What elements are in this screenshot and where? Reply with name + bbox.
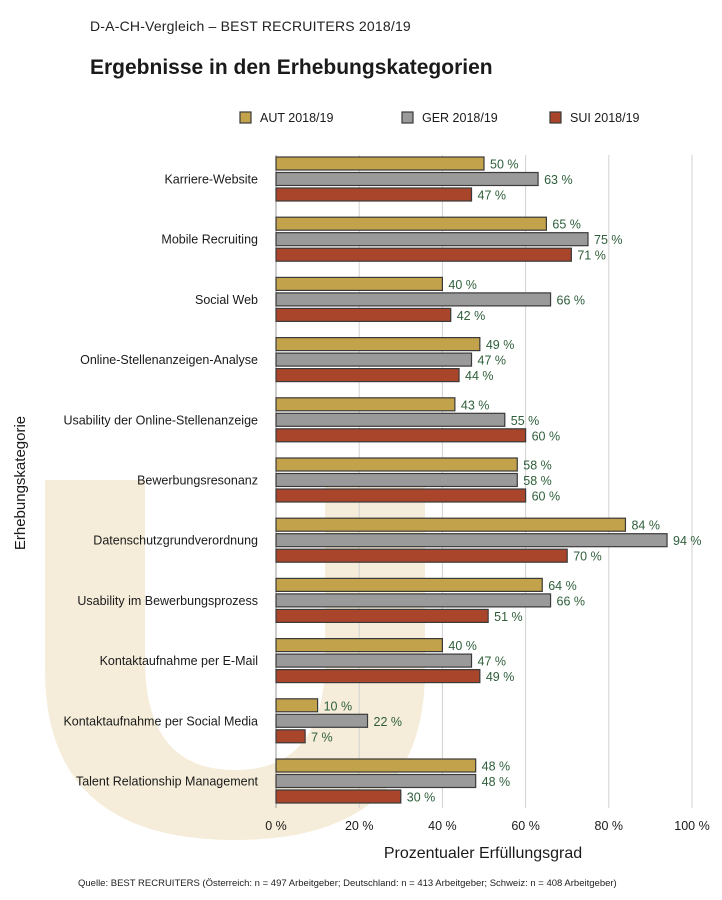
value-label: 84 % — [631, 519, 660, 533]
bar — [275, 488, 527, 503]
bar — [275, 758, 477, 773]
value-label: 70 % — [573, 550, 602, 564]
bar — [275, 187, 473, 202]
bar — [275, 171, 539, 187]
bar — [275, 668, 481, 684]
category-label: Usability der Online-Stellenanzeige — [63, 413, 258, 427]
legend-swatch — [549, 111, 562, 124]
legend: AUT 2018/19 GER 2018/19 SUI 2018/19 — [239, 111, 640, 125]
category-label: Kontaktaufnahme per Social Media — [63, 714, 258, 728]
bar — [275, 428, 527, 443]
value-label: 66 % — [557, 594, 586, 608]
bar — [275, 517, 627, 532]
value-label: 60 % — [532, 490, 561, 504]
bar — [275, 232, 589, 247]
value-label: 66 % — [557, 293, 586, 307]
bar — [275, 577, 543, 593]
bar — [275, 247, 572, 262]
value-label: 71 % — [577, 249, 606, 263]
x-tick-label: 20 % — [345, 819, 374, 833]
category-label: Kontaktaufnahme per E-Mail — [100, 654, 258, 668]
category-label: Mobile Recruiting — [161, 233, 258, 247]
legend-swatch — [239, 111, 252, 124]
value-label: 49 % — [486, 338, 514, 352]
y-axis-label: Erhebungskategorie — [12, 416, 29, 550]
value-label: 94 % — [673, 534, 702, 548]
bar — [275, 368, 460, 383]
value-label: 42 % — [457, 309, 486, 323]
category-label: Bewerbungsresonanz — [137, 474, 258, 488]
x-tick-label: 40 % — [428, 819, 457, 833]
bar — [275, 156, 485, 171]
category-label: Karriere-Website — [164, 173, 258, 187]
value-label: 22 % — [374, 715, 403, 729]
value-label: 40 % — [448, 639, 477, 653]
bar — [275, 216, 547, 231]
value-label: 30 % — [407, 791, 436, 805]
value-label: 60 % — [532, 429, 561, 443]
bar — [275, 637, 443, 653]
bar — [275, 533, 668, 548]
supertitle: D-A-CH-Vergleich – BEST RECRUITERS 2018/… — [90, 18, 411, 34]
bar — [275, 472, 518, 488]
value-label: 65 % — [552, 218, 581, 232]
legend-swatch — [401, 111, 414, 124]
bar — [275, 608, 489, 624]
bar — [275, 337, 481, 352]
bar — [275, 548, 568, 563]
bar — [275, 457, 518, 472]
value-label: 48 % — [482, 760, 511, 774]
bar — [275, 773, 477, 789]
value-label: 40 % — [448, 278, 477, 292]
bar — [275, 698, 319, 713]
x-tick-label: 0 % — [265, 819, 287, 833]
bar — [275, 412, 506, 427]
category-label: Datenschutzgrundverordnung — [93, 534, 258, 548]
category-label: Usability im Bewerbungsprozess — [77, 594, 258, 608]
bar — [275, 713, 369, 728]
value-label: 55 % — [511, 414, 540, 428]
legend-label: GER 2018/19 — [422, 111, 498, 125]
value-label: 51 % — [494, 610, 523, 624]
legend-label: AUT 2018/19 — [260, 111, 333, 125]
bar — [275, 397, 456, 412]
bar — [275, 729, 306, 744]
value-label: 49 % — [486, 670, 514, 684]
value-label: 47 % — [478, 189, 507, 203]
value-label: 10 % — [324, 699, 353, 713]
value-label: 47 % — [478, 354, 507, 368]
value-label: 44 % — [465, 369, 494, 383]
value-label: 58 % — [523, 474, 552, 488]
value-label: 58 % — [523, 459, 552, 473]
bar — [275, 276, 443, 291]
bar — [275, 593, 552, 608]
x-axis-label: Prozentualer Erfüllungsgrad — [384, 845, 582, 862]
x-tick-label: 100 % — [674, 819, 709, 833]
x-tick-label: 60 % — [511, 819, 540, 833]
chart-title: Ergebnisse in den Erhebungskategorien — [90, 56, 493, 79]
bar — [275, 789, 402, 804]
bar — [275, 307, 452, 322]
category-label: Talent Relationship Management — [76, 775, 259, 789]
value-label: 50 % — [490, 158, 519, 172]
value-label: 47 % — [478, 655, 507, 669]
value-label: 48 % — [482, 775, 511, 789]
category-labels: Karriere-Website Mobile Recruiting Social … — [63, 173, 258, 789]
value-label: 63 % — [544, 173, 573, 187]
bar — [275, 292, 552, 307]
value-label: 75 % — [594, 233, 623, 247]
x-tick-labels: 0 % 20 % 40 % 60 % 80 % 100 % — [265, 819, 710, 833]
value-label: 64 % — [548, 579, 577, 593]
bars: 50 % 63 % 47 % 65 % 75 % 71 % 40 % 66 % 42 % 49 %… — [275, 156, 702, 805]
bar — [275, 653, 473, 668]
value-label: 7 % — [311, 730, 333, 744]
value-label: 43 % — [461, 398, 490, 412]
category-label: Online-Stellenanzeigen-Analyse — [80, 353, 258, 367]
source-note: Quelle: BEST RECRUITERS (Österreich: n =… — [78, 878, 617, 889]
bar — [275, 352, 473, 367]
legend-label: SUI 2018/19 — [570, 111, 640, 125]
x-tick-label: 80 % — [595, 819, 624, 833]
category-label: Social Web — [195, 293, 258, 307]
